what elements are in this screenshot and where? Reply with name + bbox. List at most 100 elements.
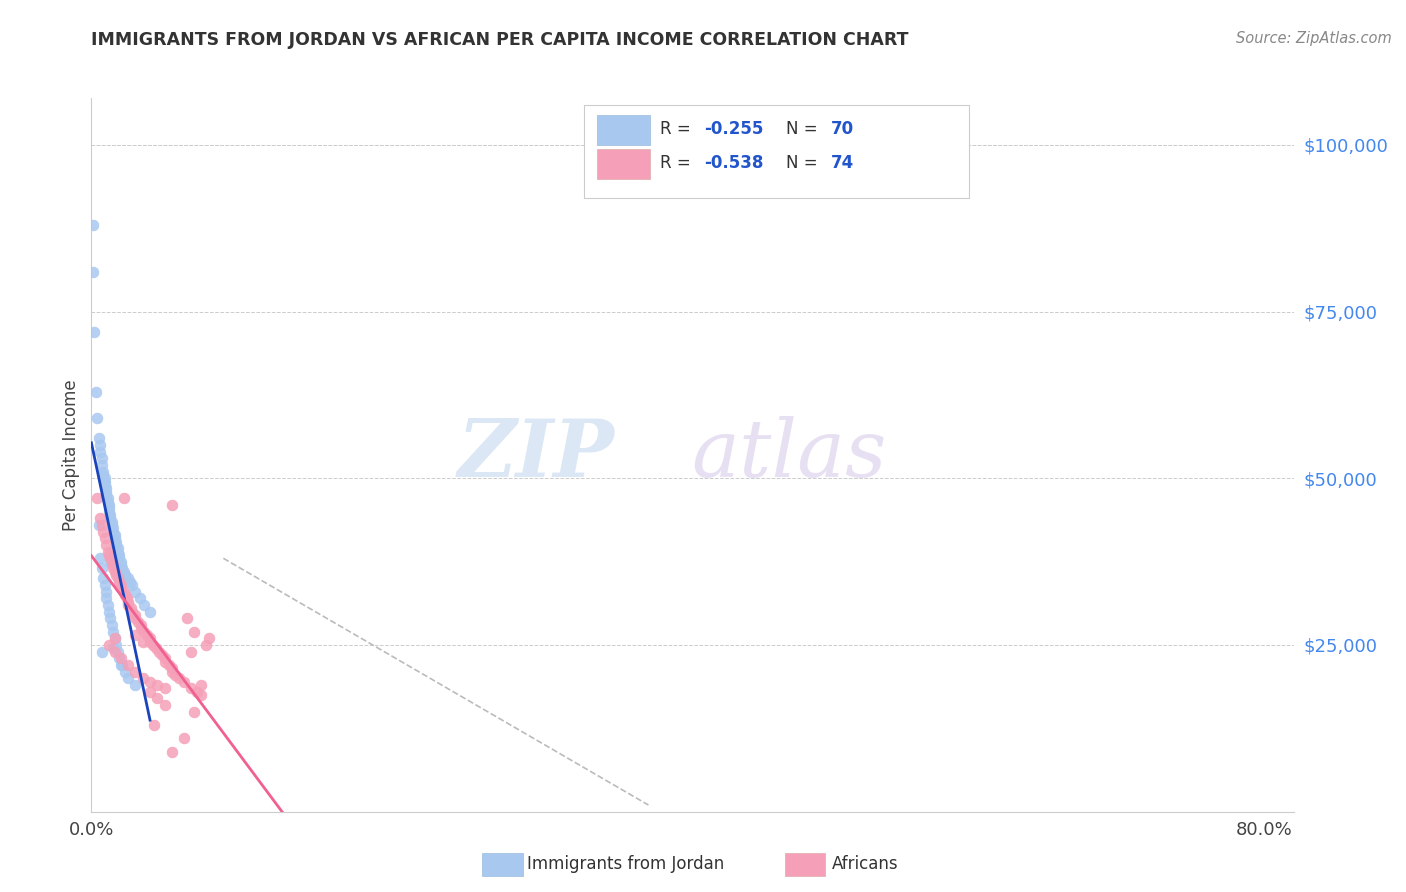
Point (82, 218, 104, 232)
Text: -0.538: -0.538 (704, 154, 763, 172)
Point (105, 568, 128, 582)
Point (110, 578, 132, 592)
Point (176, 611, 198, 625)
Point (142, 638, 165, 652)
Point (90, 451, 112, 466)
Point (114, 588, 136, 602)
Point (108, 551, 131, 566)
Point (183, 705, 205, 719)
Point (101, 618, 124, 632)
Point (124, 628, 146, 642)
Point (124, 611, 146, 625)
Point (87, 431, 110, 445)
Point (112, 565, 135, 579)
Point (91, 571, 114, 585)
Point (129, 621, 152, 635)
Text: N =: N = (786, 120, 823, 137)
Text: atlas: atlas (690, 417, 886, 493)
Point (110, 582, 132, 596)
Point (104, 632, 127, 646)
Point (98, 498, 121, 512)
Point (104, 645, 127, 659)
Point (160, 665, 183, 679)
Point (111, 658, 134, 673)
Point (114, 665, 136, 679)
Point (105, 534, 128, 549)
Point (94, 538, 117, 552)
Point (128, 591, 150, 606)
Text: ZIP: ZIP (458, 417, 614, 493)
Point (115, 591, 138, 606)
Point (139, 634, 162, 648)
Point (87, 518, 110, 533)
Point (105, 538, 128, 552)
FancyBboxPatch shape (585, 105, 969, 198)
Point (98, 638, 121, 652)
Point (90, 645, 112, 659)
Point (157, 658, 180, 673)
Point (101, 518, 124, 533)
Point (148, 645, 170, 659)
Point (100, 555, 122, 569)
Point (84, 384, 107, 399)
Point (112, 491, 135, 506)
Point (169, 671, 191, 685)
Point (117, 594, 139, 608)
Point (107, 541, 129, 556)
Point (108, 574, 131, 589)
Point (139, 632, 162, 646)
Point (93, 531, 115, 545)
Point (103, 561, 125, 575)
Point (117, 671, 139, 685)
Point (129, 618, 152, 632)
Point (134, 624, 156, 639)
Point (121, 605, 143, 619)
Point (94, 584, 117, 599)
Point (94, 488, 117, 502)
Point (108, 548, 131, 562)
Point (90, 458, 112, 472)
Text: R =: R = (659, 120, 696, 137)
Point (124, 584, 146, 599)
Text: 70: 70 (831, 120, 853, 137)
Point (173, 731, 195, 746)
Point (190, 678, 212, 692)
Point (139, 684, 162, 698)
Point (101, 555, 124, 569)
Text: 74: 74 (831, 154, 853, 172)
Text: Source: ZipAtlas.com: Source: ZipAtlas.com (1236, 31, 1392, 46)
Point (136, 628, 159, 642)
Point (163, 668, 186, 682)
Point (173, 674, 195, 689)
Point (139, 605, 162, 619)
Point (94, 481, 117, 495)
Point (160, 745, 183, 759)
Point (180, 645, 202, 659)
Point (124, 678, 146, 692)
Text: Immigrants from Jordan: Immigrants from Jordan (527, 855, 724, 873)
Point (153, 651, 176, 665)
Point (103, 624, 125, 639)
Point (104, 528, 127, 542)
Point (150, 648, 173, 662)
Point (194, 638, 217, 652)
Point (121, 578, 143, 592)
Point (91, 467, 114, 482)
Point (82, 264, 104, 278)
Point (114, 568, 136, 582)
Point (143, 718, 166, 732)
Point (100, 611, 122, 625)
Point (131, 671, 153, 685)
Point (111, 561, 134, 575)
Point (134, 598, 156, 612)
Point (112, 584, 135, 599)
Point (98, 505, 121, 519)
Point (93, 478, 115, 492)
Point (93, 475, 115, 489)
Point (105, 638, 128, 652)
Point (110, 558, 132, 572)
Point (101, 515, 124, 529)
Point (94, 591, 117, 606)
Point (100, 508, 122, 522)
Point (186, 684, 208, 698)
